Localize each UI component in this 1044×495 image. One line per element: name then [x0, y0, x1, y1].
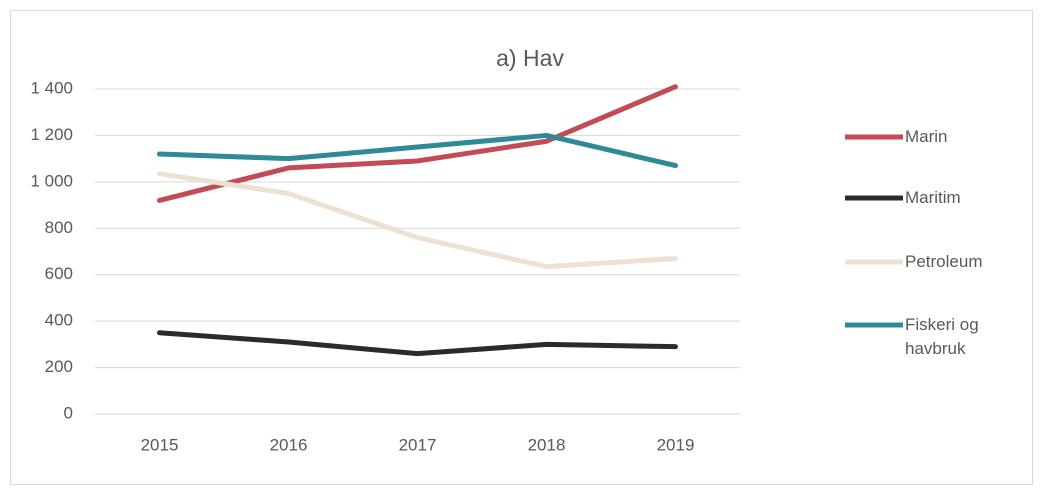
y-tick-label: 0 [64, 403, 73, 422]
chart-title: a) Hav [496, 45, 564, 71]
x-tick-label: 2015 [141, 435, 179, 454]
x-tick-label: 2018 [528, 435, 566, 454]
legend-label: Fiskeri og havbruk [905, 315, 979, 358]
y-tick-label: 200 [45, 357, 73, 376]
legend-label: Maritim [905, 188, 961, 207]
y-tick-label: 1 400 [30, 78, 73, 97]
y-tick-label: 1 000 [30, 171, 73, 190]
line-series [157, 84, 678, 203]
line-series [157, 330, 678, 357]
chart-border [10, 10, 1033, 485]
legend-label: Petroleum [905, 252, 983, 271]
line-series [157, 132, 678, 169]
y-tick-label: 800 [45, 218, 73, 237]
y-tick-label: 400 [45, 311, 73, 330]
x-tick-label: 2016 [270, 435, 308, 454]
legend-label: Marin [905, 127, 948, 146]
x-tick-label: 2017 [399, 435, 437, 454]
y-tick-label: 1 200 [30, 125, 73, 144]
x-tick-label: 2019 [657, 435, 695, 454]
y-tick-label: 600 [45, 264, 73, 283]
line-series [157, 171, 678, 270]
